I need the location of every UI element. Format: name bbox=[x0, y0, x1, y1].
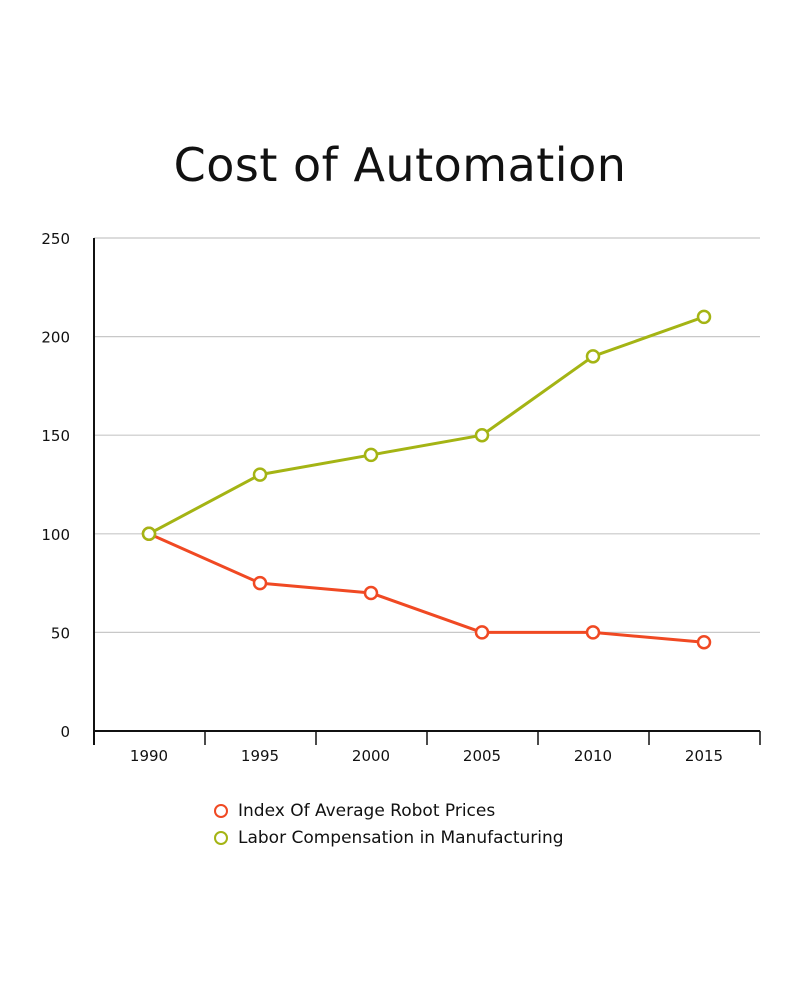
legend-item: Labor Compensation in Manufacturing bbox=[214, 824, 564, 851]
series bbox=[141, 526, 712, 650]
data-point bbox=[474, 427, 490, 443]
legend-marker-icon bbox=[214, 803, 228, 818]
y-tick-label: 50 bbox=[51, 624, 70, 642]
data-point bbox=[252, 467, 268, 482]
data-point bbox=[696, 635, 712, 650]
data-point bbox=[585, 349, 601, 364]
data-point bbox=[363, 585, 379, 601]
data-point bbox=[252, 575, 268, 591]
x-tick-label: 2000 bbox=[352, 747, 390, 765]
legend-item: Index Of Average Robot Prices bbox=[214, 797, 564, 824]
chart-title: Cost of Automation bbox=[173, 138, 627, 192]
axes bbox=[93, 238, 761, 745]
series bbox=[141, 309, 712, 542]
x-tick-label: 2010 bbox=[574, 747, 612, 765]
series-line bbox=[148, 315, 705, 536]
legend-label: Labor Compensation in Manufacturing bbox=[238, 827, 564, 848]
series-lines bbox=[141, 309, 712, 650]
data-point bbox=[474, 625, 490, 640]
y-tick-label: 0 bbox=[60, 723, 70, 741]
gridlines bbox=[94, 237, 760, 634]
x-tick-label: 1990 bbox=[130, 747, 168, 765]
x-tick-label: 2015 bbox=[685, 747, 723, 765]
legend-marker-icon bbox=[214, 830, 228, 845]
x-tick-label: 1995 bbox=[241, 747, 279, 765]
x-tick-label: 2005 bbox=[463, 747, 501, 765]
y-tick-label: 150 bbox=[41, 427, 70, 445]
y-tick-label: 100 bbox=[41, 526, 70, 544]
series-line bbox=[148, 532, 705, 644]
data-point bbox=[141, 526, 157, 542]
y-tick-label: 250 bbox=[41, 230, 70, 248]
data-point bbox=[696, 309, 712, 325]
legend: Index Of Average Robot Prices Labor Compe… bbox=[214, 797, 564, 851]
tick-labels: 0 50 100 150 200 250 1990 1995 2000 2005 2010 2015 bbox=[41, 230, 723, 765]
data-point bbox=[363, 447, 379, 463]
data-point bbox=[585, 625, 601, 640]
y-tick-label: 200 bbox=[41, 329, 70, 347]
legend-label: Index Of Average Robot Prices bbox=[238, 800, 496, 821]
